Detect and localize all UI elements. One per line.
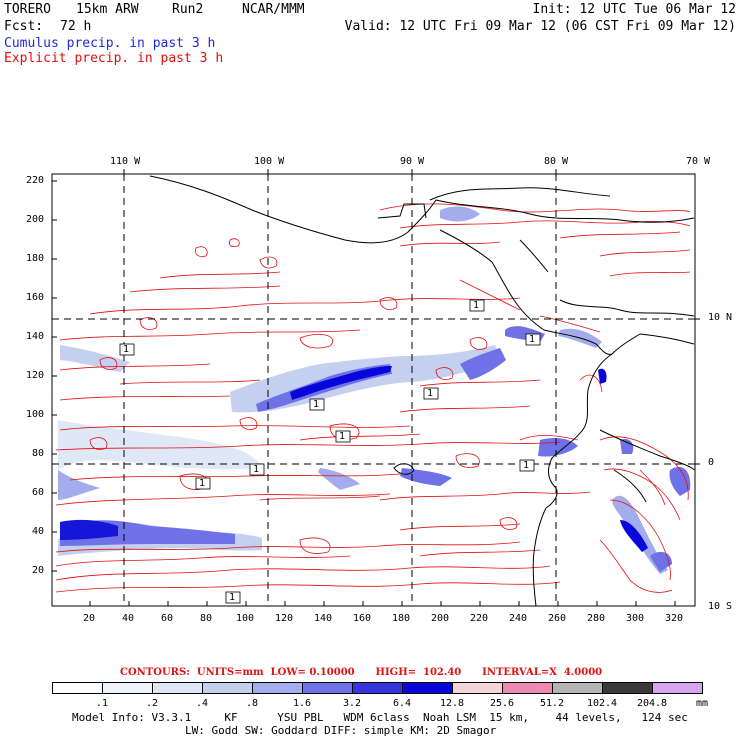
- y-tick-label: 100: [26, 409, 45, 420]
- x-tick-label: 40: [122, 613, 135, 624]
- colorbar-label: 204.8: [636, 698, 668, 709]
- colorbar-cell: [452, 682, 503, 694]
- y-tick-label: 60: [32, 487, 45, 498]
- colorbar-cell: [552, 682, 603, 694]
- contour-label: 1: [229, 592, 236, 603]
- contour-value-boxes: [119, 299, 541, 604]
- x-tick-label: 280: [587, 613, 606, 624]
- contour-label: 1: [427, 388, 434, 399]
- x-tick-label: 120: [275, 613, 294, 624]
- org-label: NCAR/MMM: [242, 2, 305, 17]
- x-tick-label: 60: [161, 613, 174, 624]
- contour-label: 1: [339, 431, 346, 442]
- x-tick-label: 140: [314, 613, 333, 624]
- colorbar-label: 51.2: [539, 698, 565, 709]
- colorbar-cell: [502, 682, 553, 694]
- x-tick-label: 100: [236, 613, 255, 624]
- colorbar-cell: [402, 682, 453, 694]
- contour-label: 1: [123, 344, 130, 355]
- y-tick-label: 140: [26, 331, 45, 342]
- y-tick-label: 220: [26, 175, 45, 186]
- x-tick-label: 20: [83, 613, 96, 624]
- lon-label: 80 W: [544, 156, 569, 167]
- physics-info: LW: Godd SW: Goddard DIFF: simple KM: 2D…: [185, 724, 497, 737]
- init-time: Init: 12 UTC Tue 06 Mar 12: [532, 2, 737, 17]
- colorbar-label: .4: [195, 698, 209, 709]
- y-tick-label: 200: [26, 214, 45, 225]
- cumulus-precip-areas: [58, 206, 691, 574]
- colorbar-label: 3.2: [342, 698, 362, 709]
- lon-label: 70 W: [686, 156, 711, 167]
- y-tick-label: 180: [26, 253, 45, 264]
- colorbar-cell: [52, 682, 103, 694]
- lat-label: 0: [708, 457, 715, 468]
- x-tick-label: 200: [431, 613, 450, 624]
- lon-label: 110 W: [110, 156, 141, 167]
- lat-label: 10 S: [708, 601, 733, 612]
- x-tick-label: 220: [470, 613, 489, 624]
- colorbar-label: .1: [95, 698, 109, 709]
- run-label: Run2: [172, 2, 204, 17]
- model-resolution: 15km ARW: [76, 2, 139, 17]
- coastline: [149, 175, 695, 606]
- y-tick-label: 20: [32, 565, 45, 576]
- lat-label: 10 N: [708, 312, 733, 323]
- legend-cumulus: Cumulus precip. in past 3 h: [4, 36, 216, 51]
- axis-ticks: [52, 169, 700, 606]
- forecast-hour: 72 h: [60, 19, 92, 34]
- colorbar-cell: [352, 682, 403, 694]
- colorbar-cell: [302, 682, 353, 694]
- colorbar-label: 102.4: [586, 698, 618, 709]
- map-frame: [51, 173, 696, 607]
- valid-time: Valid: 12 UTC Fri 09 Mar 12 (06 CST Fri …: [344, 19, 736, 34]
- model-name: TORERO: [4, 2, 51, 17]
- contour-label: 1: [313, 399, 320, 410]
- x-tick-label: 240: [509, 613, 528, 624]
- lat-lon-grid: [52, 174, 695, 606]
- lon-label: 90 W: [400, 156, 425, 167]
- explicit-precip-contours: [55, 203, 691, 593]
- x-tick-label: 80: [200, 613, 213, 624]
- legend-explicit: Explicit precip. in past 3 h: [4, 51, 224, 66]
- y-tick-label: 120: [26, 370, 45, 381]
- lon-label: 100 W: [254, 156, 285, 167]
- colorbar-cell: [152, 682, 203, 694]
- y-tick-label: 40: [32, 526, 45, 537]
- colorbar-label: 25.6: [489, 698, 515, 709]
- x-tick-label: 260: [548, 613, 567, 624]
- y-tick-label: 160: [26, 292, 45, 303]
- colorbar-cell: [602, 682, 653, 694]
- x-tick-label: 160: [353, 613, 372, 624]
- contour-label: 1: [523, 460, 530, 471]
- colorbar-label: 12.8: [439, 698, 465, 709]
- contour-label: 1: [473, 300, 480, 311]
- colorbar-cell: [102, 682, 153, 694]
- x-tick-label: 180: [392, 613, 411, 624]
- colorbar-unit: mm: [696, 698, 709, 709]
- colorbar-label: .8: [245, 698, 259, 709]
- contour-info: CONTOURS: UNITS=mm LOW= 0.10000 HIGH= 10…: [120, 667, 603, 678]
- x-tick-label: 320: [665, 613, 684, 624]
- colorbar-cell: [252, 682, 303, 694]
- y-tick-label: 80: [32, 448, 45, 459]
- colorbar-label: 1.6: [292, 698, 312, 709]
- contour-label: 1: [529, 334, 536, 345]
- colorbar-cell: [202, 682, 253, 694]
- model-info: Model Info: V3.3.1 KF YSU PBL WDM 6class…: [72, 711, 688, 724]
- colorbar-label: .2: [145, 698, 159, 709]
- contour-label: 1: [253, 464, 260, 475]
- colorbar-label: 6.4: [392, 698, 412, 709]
- colorbar-cell: [652, 682, 703, 694]
- x-tick-label: 300: [626, 613, 645, 624]
- contour-label: 1: [199, 478, 206, 489]
- forecast-label: Fcst:: [4, 19, 44, 34]
